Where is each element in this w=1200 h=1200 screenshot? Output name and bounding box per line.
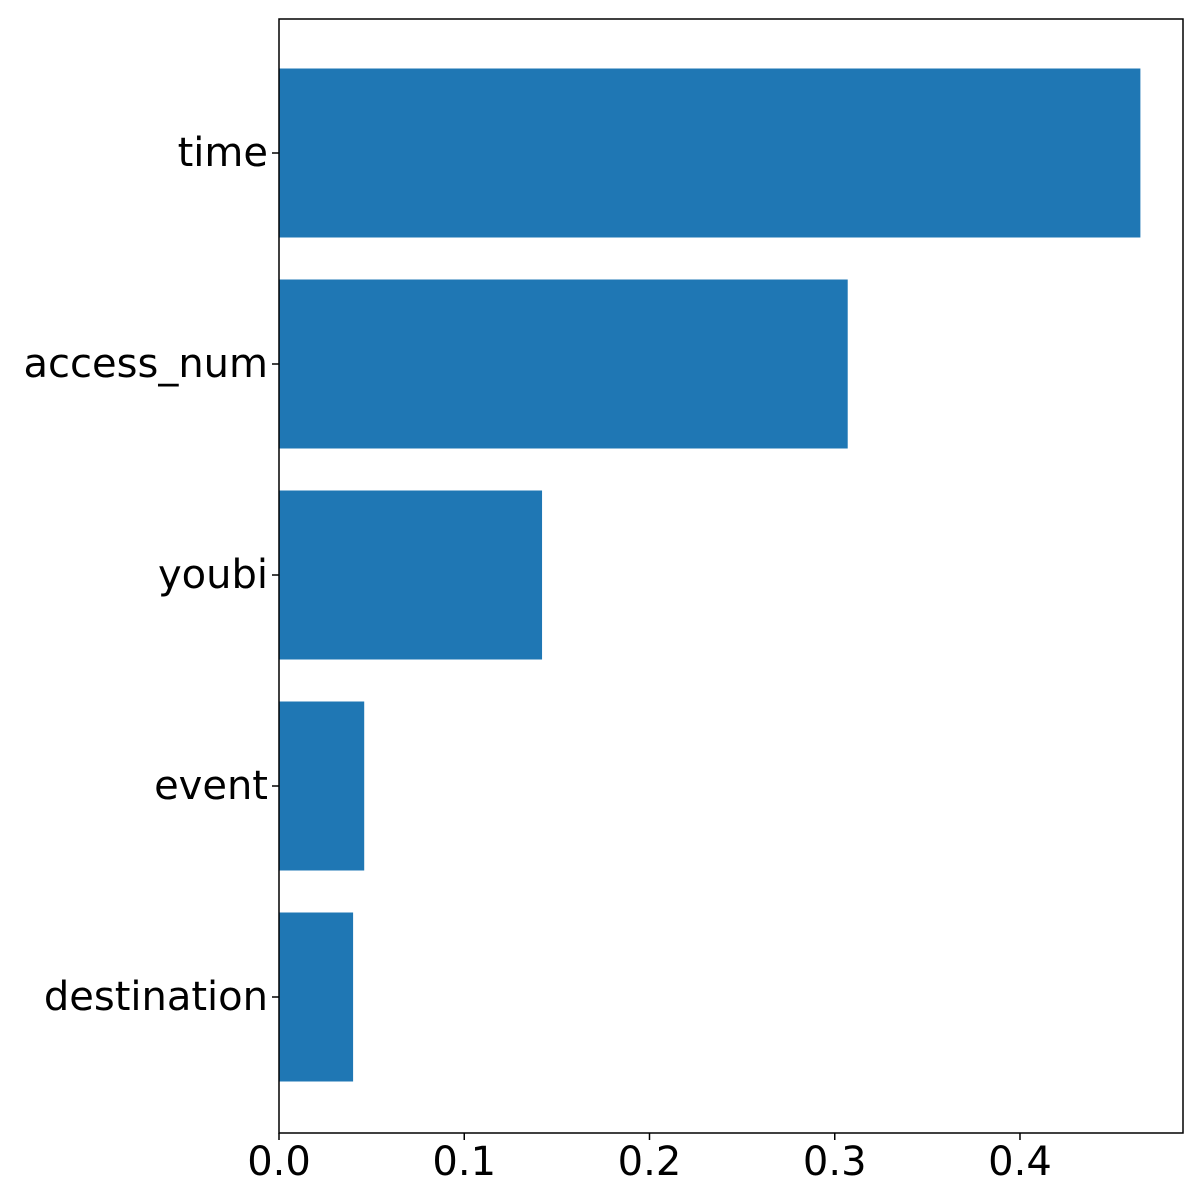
bar-access-num <box>279 279 848 449</box>
bars-group <box>279 68 1141 1082</box>
x-tick-label-1: 0.1 <box>432 1139 496 1185</box>
x-tick-label-2: 0.2 <box>618 1139 682 1185</box>
bar-destination <box>279 912 354 1082</box>
x-axis: 0.0 0.1 0.2 0.3 0.4 <box>247 1133 1052 1185</box>
y-tick-label-youbi: youbi <box>158 552 268 598</box>
y-tick-label-time: time <box>178 130 268 176</box>
x-tick-label-0: 0.0 <box>247 1139 311 1185</box>
bar-event <box>279 701 365 871</box>
bar-time <box>279 68 1141 238</box>
y-tick-label-event: event <box>154 763 268 809</box>
plot-frame <box>278 18 1184 1134</box>
x-tick-label-4: 0.4 <box>988 1139 1052 1185</box>
x-tick-label-3: 0.3 <box>803 1139 867 1185</box>
bar-youbi <box>279 490 543 660</box>
y-tick-label-destination: destination <box>44 974 268 1020</box>
y-tick-label-access-num: access_num <box>24 341 268 387</box>
